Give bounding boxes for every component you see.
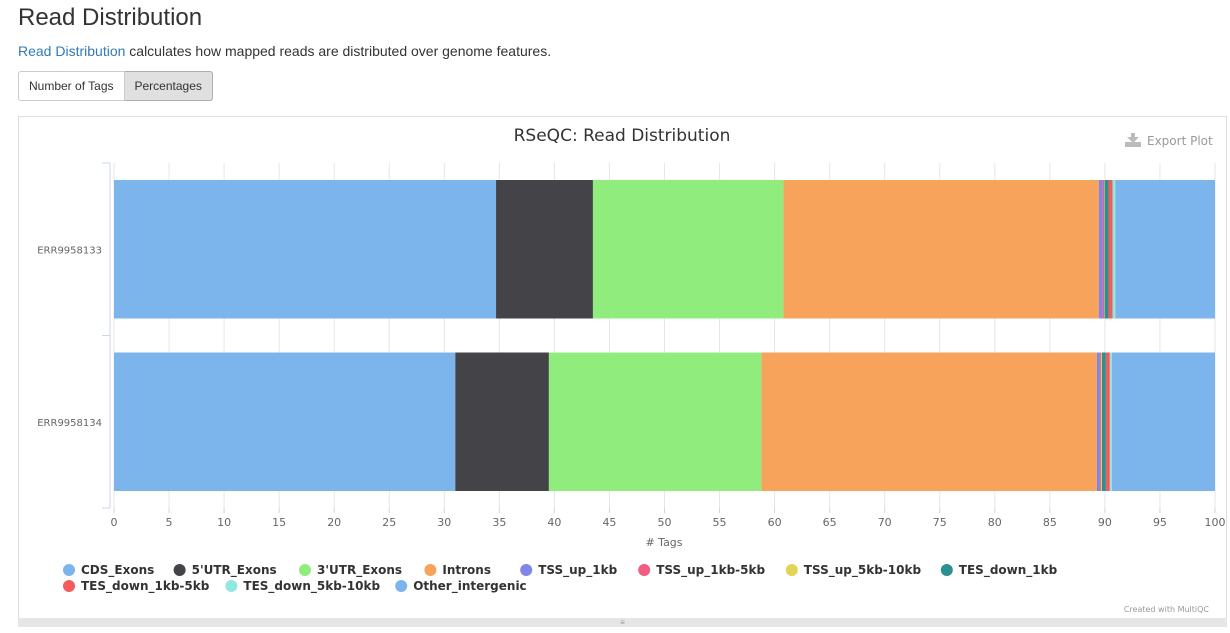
legend-item-label[interactable]: TES_down_1kb <box>959 563 1058 578</box>
y-category-label: ERR9958133 <box>37 245 102 256</box>
x-tick-label: 40 <box>547 516 561 529</box>
legend-marker <box>424 564 437 576</box>
x-tick-label: 100 <box>1205 516 1226 529</box>
legend-item-label[interactable]: TSS_up_5kb-10kb <box>804 563 922 578</box>
x-tick-label: 45 <box>602 516 616 529</box>
x-tick-label: 50 <box>658 516 672 529</box>
bar-segment <box>1096 352 1100 491</box>
legend-item-label[interactable]: Other_intergenic <box>413 579 526 594</box>
percentages-button[interactable]: Percentages <box>124 71 213 101</box>
chart-title: RSeQC: Read Distribution <box>514 126 731 146</box>
bar-segment <box>1109 352 1112 491</box>
view-toggle: Number of Tags Percentages <box>18 71 213 101</box>
x-tick-label: 80 <box>988 516 1002 529</box>
bar-segment <box>548 352 762 491</box>
bar-segment <box>1098 180 1103 319</box>
credit-text: Created with MultiQC <box>1124 605 1210 614</box>
legend-marker <box>395 580 408 592</box>
bar-segment <box>455 352 549 491</box>
x-axis-label: # Tags <box>645 536 682 549</box>
legend-item-label[interactable]: TES_down_1kb-5kb <box>81 579 210 594</box>
x-tick-label: 25 <box>382 516 396 529</box>
legend-marker <box>299 564 311 576</box>
bar-segment <box>1111 352 1215 491</box>
description: Read Distribution calculates how mapped … <box>18 43 552 59</box>
bar-segment <box>496 180 593 319</box>
y-category-label: ERR9958134 <box>37 418 102 429</box>
legend-item-label[interactable]: TES_down_5kb-10kb <box>243 579 380 594</box>
legend-item-label[interactable]: TSS_up_1kb-5kb <box>656 563 765 578</box>
x-tick-label: 60 <box>768 516 782 529</box>
x-tick-label: 20 <box>327 516 341 529</box>
x-tick-label: 15 <box>272 516 286 529</box>
x-tick-label: 70 <box>878 516 892 529</box>
legend-item-label[interactable]: Introns <box>442 563 491 577</box>
bar-segment <box>114 180 497 319</box>
legend-marker <box>63 580 75 592</box>
download-icon <box>1125 133 1141 147</box>
x-tick-label: 55 <box>713 516 727 529</box>
bar-segment <box>761 352 1097 491</box>
legend-marker <box>785 564 798 576</box>
legend-marker <box>638 564 651 576</box>
bar-segment <box>1099 352 1101 491</box>
bar-segment <box>1100 352 1102 491</box>
number-of-tags-button[interactable]: Number of Tags <box>18 71 125 101</box>
bar-segment <box>1115 180 1215 319</box>
x-tick-label: 90 <box>1098 516 1112 529</box>
legend-marker <box>940 564 953 576</box>
legend-marker <box>520 564 533 576</box>
page-title: Read Distribution <box>18 4 203 31</box>
bar-segment <box>1104 180 1105 319</box>
read-distribution-chart: RSeQC: Read Distribution Export Plot 0 5 1… <box>37 126 1226 614</box>
legend-item-label[interactable]: TSS_up_1kb <box>538 563 617 578</box>
x-tick-label: 5 <box>166 516 173 529</box>
legend-item-label[interactable]: 3'UTR_Exons <box>317 563 402 578</box>
legend-item-label[interactable]: 5'UTR_Exons <box>192 563 277 578</box>
x-tick-label: 35 <box>492 516 506 529</box>
x-tick-label: 85 <box>1043 516 1057 529</box>
x-tick-label: 30 <box>437 516 451 529</box>
export-plot-button[interactable]: Export Plot <box>1125 133 1213 148</box>
bar-segment <box>1108 180 1113 319</box>
bar-segment <box>1101 352 1106 491</box>
bar-segment <box>114 352 456 491</box>
export-plot-label: Export Plot <box>1147 134 1213 148</box>
plot-container: RSeQC: Read Distribution Export Plot 0 5 1… <box>18 116 1227 619</box>
x-tick-label: 65 <box>823 516 837 529</box>
bar-segment <box>1104 180 1109 319</box>
legend-marker <box>225 580 238 592</box>
bar-segment <box>1105 352 1110 491</box>
read-distribution-link[interactable]: Read Distribution <box>18 43 126 59</box>
x-tick-label: 75 <box>933 516 947 529</box>
legend-item-label[interactable]: CDS_Exons <box>81 563 154 578</box>
bar-segment <box>1102 180 1105 319</box>
x-tick-label: 10 <box>217 516 231 529</box>
legend-marker <box>173 564 186 576</box>
bar-segment <box>1112 180 1116 319</box>
x-tick-label: 0 <box>111 516 118 529</box>
bar-segment <box>783 180 1099 319</box>
resize-handle[interactable]: ≡ <box>18 618 1227 627</box>
legend-marker <box>63 564 75 576</box>
bar-segment <box>592 180 784 319</box>
x-tick-label: 95 <box>1153 516 1167 529</box>
